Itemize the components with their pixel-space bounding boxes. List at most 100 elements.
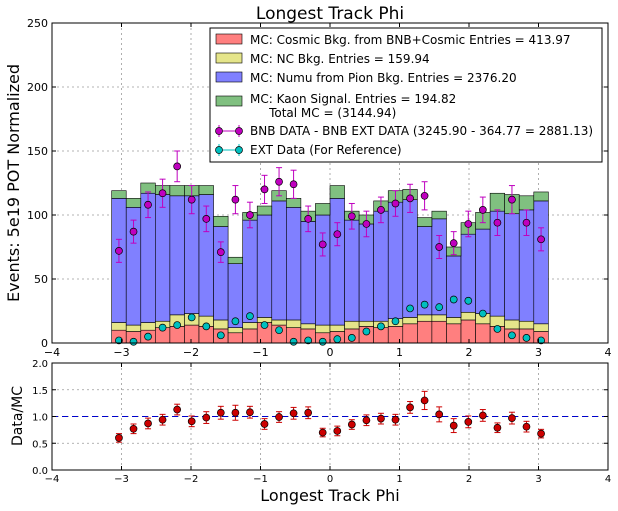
histogram-bar-series-0 xyxy=(475,323,491,344)
data-point-series-1 xyxy=(202,322,211,331)
histogram-bar-series-1 xyxy=(358,320,374,327)
data-point-series-1 xyxy=(216,331,225,340)
data-point-series-0 xyxy=(173,162,182,171)
data-point-series-0 xyxy=(362,220,371,228)
legend-label-1: MC: NC Bkg. Entries = 159.94 xyxy=(250,52,430,66)
histogram-bar-series-1 xyxy=(446,317,462,325)
data-point-series-0 xyxy=(216,248,225,256)
ratio-x-tick-label: −4 xyxy=(45,474,60,485)
data-point-series-1 xyxy=(304,336,313,345)
ratio-point xyxy=(391,415,400,424)
histogram-bar-series-1 xyxy=(518,320,535,330)
main-y-tick-label: 0 xyxy=(41,337,48,350)
histogram-bar-series-3 xyxy=(213,215,229,227)
histogram-bar-series-3 xyxy=(315,203,331,216)
histogram-bar-series-2 xyxy=(169,195,185,316)
histogram-bar-series-1 xyxy=(504,319,520,330)
ratio-x-tick-label: 2 xyxy=(466,474,472,485)
data-point-series-0 xyxy=(537,235,545,244)
data-point-series-1 xyxy=(537,336,545,345)
main-x-tick-label: 1 xyxy=(396,346,403,359)
ratio-point xyxy=(187,417,196,426)
histogram-bar-series-3 xyxy=(417,217,433,227)
legend-items: MC: Cosmic Bkg. from BNB+Cosmic Entries … xyxy=(215,33,593,157)
ratio-point xyxy=(478,411,487,420)
ratio-x-tick-label: −1 xyxy=(253,474,268,485)
data-point-series-1 xyxy=(406,304,414,313)
legend-frame xyxy=(209,27,603,163)
main-x-tick-label: 0 xyxy=(327,346,334,359)
legend-swatch-1 xyxy=(215,52,243,64)
histogram-bar-series-1 xyxy=(460,311,476,321)
histogram-bar-series-1 xyxy=(227,327,243,334)
main-plot-panel: −4 −3 −2 −1 0 1 2 3 4 0 50 100 150 200 250 Longest Tr… xyxy=(4,4,612,359)
histogram-bar-series-3 xyxy=(198,185,214,195)
legend-label-points-1: EXT Data (For Reference) xyxy=(250,143,402,157)
histogram-bar-series-2 xyxy=(300,221,316,325)
data-point-series-0 xyxy=(493,218,502,227)
histogram-bar-series-2 xyxy=(431,218,447,316)
main-x-tick-label: −3 xyxy=(113,346,129,359)
main-y-tick-label: 200 xyxy=(27,81,48,94)
data-point-series-0 xyxy=(522,218,531,227)
data-point-series-1 xyxy=(522,334,531,342)
histogram-bar-series-0 xyxy=(460,319,476,344)
data-point-series-1 xyxy=(173,321,182,329)
histogram-bar-series-0 xyxy=(431,320,447,344)
legend-marker-1 xyxy=(235,146,243,154)
histogram-bar-series-0 xyxy=(227,332,243,344)
ratio-point xyxy=(216,408,225,417)
data-point-series-1 xyxy=(362,327,371,336)
ratio-point xyxy=(522,422,531,431)
main-x-tick-label: −2 xyxy=(183,346,199,359)
ratio-y-axis-label: Data/MC xyxy=(10,386,26,446)
histogram-bar-series-2 xyxy=(402,199,418,318)
histogram-bar-series-1 xyxy=(329,324,345,332)
histogram-bar-series-1 xyxy=(125,324,142,332)
ratio-y-ticks: 0.0 0.5 1.0 1.5 2.0 xyxy=(32,359,608,477)
data-point-series-1 xyxy=(391,317,400,326)
histogram-bar-series-2 xyxy=(315,214,331,326)
data-point-series-0 xyxy=(187,195,196,204)
x-axis-label: Longest Track Phi xyxy=(260,486,399,505)
ratio-x-tick-label: 1 xyxy=(396,474,402,485)
main-y-tick-label: 250 xyxy=(27,17,48,30)
histogram-bar-series-1 xyxy=(140,322,156,331)
ratio-points xyxy=(115,390,545,443)
main-title: Longest Track Phi xyxy=(256,4,404,24)
data-point-series-0 xyxy=(333,230,342,239)
ratio-y-tick-label: 0.0 xyxy=(32,466,48,477)
legend-label-3: MC: Kaon Signal. Entries = 194.82 Total … xyxy=(250,92,456,120)
main-y-axis-label: Events: 5e19 POT Normalized xyxy=(4,64,23,302)
data-point-series-1 xyxy=(129,337,138,346)
histogram-bar-series-0 xyxy=(387,326,404,344)
histogram-bar-series-1 xyxy=(242,322,258,330)
ratio-point xyxy=(304,408,313,417)
legend-swatch-3 xyxy=(215,95,243,107)
data-point-series-0 xyxy=(260,185,269,194)
histogram-bar-series-2 xyxy=(256,214,273,318)
ratio-point xyxy=(318,428,327,437)
histogram-bar-series-3 xyxy=(533,191,549,202)
histogram-bar-series-3 xyxy=(489,192,505,212)
ratio-x-tick-label: −3 xyxy=(114,474,129,485)
data-point-series-0 xyxy=(304,214,313,223)
legend-marker-0 xyxy=(235,127,243,135)
histogram-bar-series-1 xyxy=(315,324,331,334)
histogram-bar-series-2 xyxy=(387,201,404,319)
main-x-tick-label: 2 xyxy=(466,346,473,359)
main-y-ticks: 0 50 100 150 200 250 xyxy=(27,17,608,350)
ratio-point xyxy=(435,410,444,419)
histogram-bar-series-3 xyxy=(227,256,243,264)
data-point-series-0 xyxy=(246,211,254,219)
histogram-bar-series-1 xyxy=(431,314,447,322)
data-point-series-0 xyxy=(202,214,211,223)
histogram-bar-series-2 xyxy=(155,194,171,322)
histogram-bar-series-0 xyxy=(446,323,462,344)
legend-label-2: MC: Numu from Pion Bkg. Entries = 2376.2… xyxy=(250,71,517,85)
histogram-bar-series-2 xyxy=(213,226,229,321)
ratio-point xyxy=(420,396,429,405)
data-point-series-0 xyxy=(478,206,487,214)
legend-marker-0 xyxy=(215,127,223,135)
data-point-series-1 xyxy=(275,326,283,335)
